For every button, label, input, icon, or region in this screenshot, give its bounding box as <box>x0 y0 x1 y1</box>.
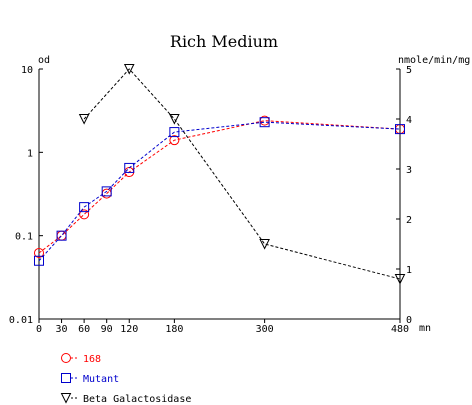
data-point-triangle <box>169 114 180 125</box>
series-group <box>34 117 405 266</box>
chart-legend: 168 Mutant Beta Galactosidase <box>60 353 191 405</box>
right-axis-tick-label: 0 <box>406 315 412 326</box>
left-axis-tick-label: 1 <box>27 148 33 159</box>
data-point-square <box>395 124 405 135</box>
data-point-triangle <box>78 114 90 125</box>
data-point-circle <box>61 353 71 363</box>
data-point-square <box>61 373 71 383</box>
data-point-triangle <box>123 64 135 75</box>
right-axis-tick-label: 5 <box>406 65 412 76</box>
data-point-square <box>34 255 44 266</box>
x-axis-tick-label: 0 <box>36 324 42 335</box>
legend-label: Mutant <box>83 374 119 385</box>
data-point-square <box>101 186 112 197</box>
legend-label: 168 <box>83 354 101 365</box>
right-axis-tick-label: 4 <box>406 115 412 126</box>
x-axis-unit: mn <box>419 323 431 334</box>
data-point-square <box>259 117 270 128</box>
series-line <box>38 120 401 254</box>
data-point-circle <box>169 135 180 146</box>
x-axis-tick-label: 30 <box>56 324 68 335</box>
right-axis-tick-label: 2 <box>406 215 412 226</box>
data-point-square <box>56 230 67 241</box>
chart-title: Rich Medium <box>170 32 278 51</box>
chart-plot-area <box>34 64 406 285</box>
right-axis-tick-label: 1 <box>406 265 412 276</box>
data-point-circle <box>34 247 44 258</box>
data-point-square <box>79 202 90 213</box>
left-axis-unit: od <box>38 55 50 66</box>
x-axis-tick-label: 300 <box>256 324 274 335</box>
x-axis-tick-label: 90 <box>101 324 113 335</box>
series-line <box>83 68 401 280</box>
legend-label: Beta Galactosidase <box>83 394 191 405</box>
left-axis-tick-label: 0.1 <box>15 232 33 243</box>
data-point-triangle <box>60 393 72 404</box>
data-point-square <box>169 127 180 138</box>
data-point-square <box>124 162 135 173</box>
data-point-triangle <box>394 274 406 285</box>
series-group <box>78 64 406 285</box>
legend-entry: Mutant <box>61 373 119 385</box>
series-group <box>34 115 405 258</box>
x-axis-tick-label: 180 <box>165 324 183 335</box>
left-axis-tick-label: 10 <box>21 65 33 76</box>
right-axis-unit: nmole/min/mg <box>398 55 470 66</box>
data-point-triangle <box>259 239 270 250</box>
x-axis-tick-label: 60 <box>78 324 90 335</box>
right-axis-tick-label: 3 <box>406 165 412 176</box>
x-axis-tick-label: 120 <box>120 324 138 335</box>
series-line <box>38 121 401 262</box>
x-axis-tick-label: 480 <box>391 324 409 335</box>
legend-entry: 168 <box>61 353 101 365</box>
data-point-circle <box>56 230 67 241</box>
left-axis-tick-label: 0.01 <box>9 315 33 326</box>
legend-entry: Beta Galactosidase <box>60 393 191 405</box>
data-point-circle <box>79 209 90 220</box>
